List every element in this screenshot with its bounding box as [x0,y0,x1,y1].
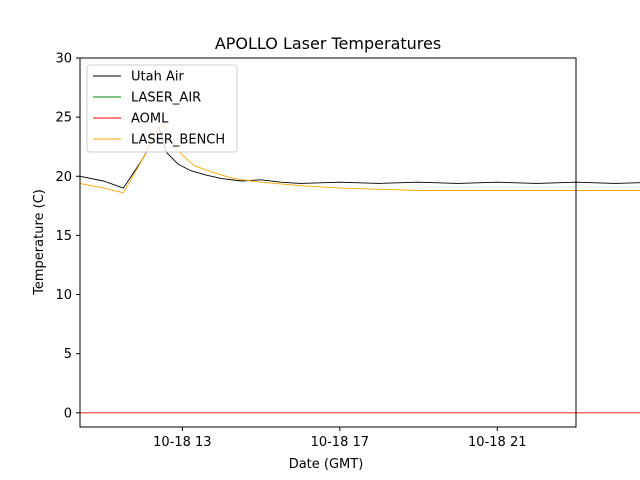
y-tick-label: 20 [55,170,72,185]
y-tick-label: 15 [55,229,72,244]
legend-label: LASER_AIR [131,91,201,106]
legend-label: AOML [131,112,169,127]
chart-title: APOLLO Laser Temperatures [215,34,441,53]
x-tick-label: 10-18 13 [153,435,211,450]
legend-label: LASER_BENCH [131,133,225,148]
series-line-utah-air [79,126,640,189]
legend-items: Utah Air LASER_AIR AOML LASER_BENCH [93,70,225,148]
y-tick-label: 25 [55,111,72,126]
y-tick-label: 5 [64,347,72,362]
series-line-laser-bench [79,121,640,194]
y-tick-label: 0 [64,406,72,421]
legend-label: Utah Air [131,70,184,85]
y-axis: 0 5 10 15 20 25 30 [55,52,80,421]
legend-frame [86,64,238,153]
x-axis: 10-18 13 10-18 17 10-18 21 [153,427,526,450]
y-axis-label: Temperature (C) [32,189,47,296]
y-tick-label: 30 [55,52,72,67]
y-tick-label: 10 [55,288,72,303]
x-axis-label: Date (GMT) [289,457,364,472]
series-layer [79,121,640,414]
x-tick-label: 10-18 17 [311,435,369,450]
plot-frame [79,57,577,428]
x-tick-label: 10-18 21 [468,435,526,450]
legend: Utah Air LASER_AIR AOML LASER_BENCH [86,64,238,153]
